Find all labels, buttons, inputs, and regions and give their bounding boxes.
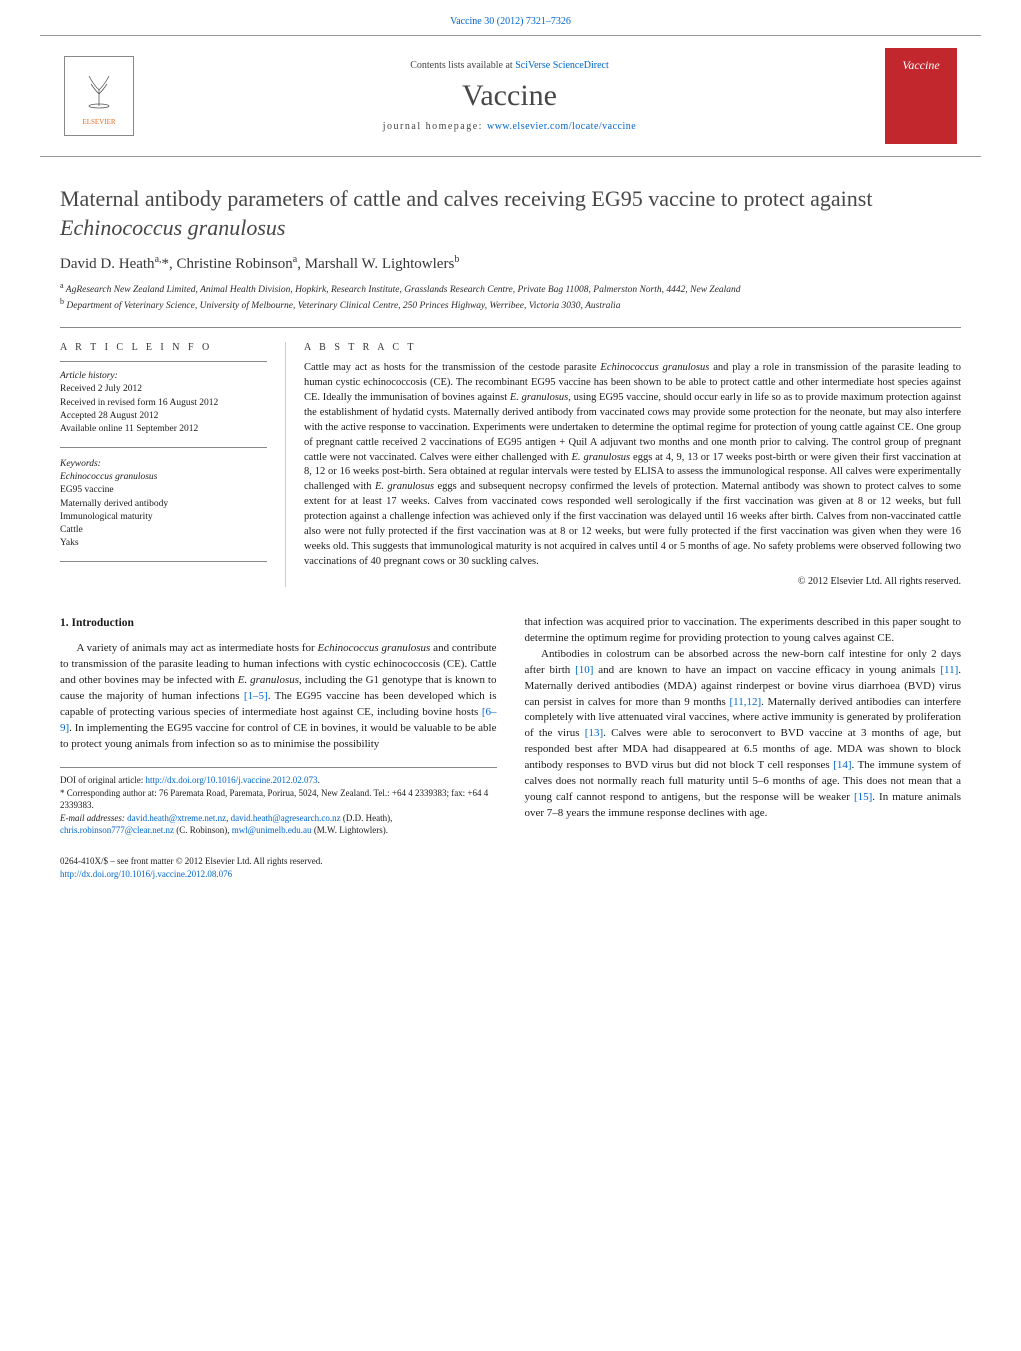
doi-original-link[interactable]: http://dx.doi.org/10.1016/j.vaccine.2012…: [145, 775, 317, 785]
keywords-label: Keywords:: [60, 458, 267, 471]
history-item: Received 2 July 2012: [60, 383, 267, 396]
masthead: ELSEVIER Contents lists available at Sci…: [40, 35, 981, 157]
issn-line: 0264-410X/$ – see front matter © 2012 El…: [60, 855, 961, 868]
footnotes-block: DOI of original article: http://dx.doi.o…: [60, 767, 497, 837]
article-info-column: A R T I C L E I N F O Article history: R…: [60, 342, 285, 587]
body-column-left: 1. Introduction A variety of animals may…: [60, 615, 497, 837]
contents-prefix: Contents lists available at: [410, 60, 515, 71]
journal-name: Vaccine: [134, 79, 885, 113]
paragraph: A variety of animals may act as intermed…: [60, 641, 497, 753]
footnote-emails: E-mail addresses: david.heath@xtreme.net…: [60, 812, 497, 837]
section-heading-intro: 1. Introduction: [60, 615, 497, 632]
email-link[interactable]: chris.robinson777@clear.net.nz: [60, 825, 174, 835]
email-link[interactable]: david.heath@agresearch.co.nz: [231, 813, 341, 823]
authors-line: David D. Heatha,*, Christine Robinsona, …: [60, 254, 961, 273]
homepage-prefix: journal homepage:: [383, 121, 487, 132]
history-item: Available online 11 September 2012: [60, 423, 267, 436]
email-link[interactable]: mwl@unimelb.edu.au: [232, 825, 312, 835]
abstract-column: A B S T R A C T Cattle may act as hosts …: [285, 342, 961, 587]
history-item: Received in revised form 16 August 2012: [60, 397, 267, 410]
citation-text: Vaccine 30 (2012) 7321–7326: [450, 16, 571, 27]
cover-label: Vaccine: [902, 58, 939, 73]
article-info-heading: A R T I C L E I N F O: [60, 342, 267, 353]
keywords-block: Keywords: Echinococcus granulosus EG95 v…: [60, 458, 267, 562]
abstract-heading: A B S T R A C T: [304, 342, 961, 353]
doi-link[interactable]: http://dx.doi.org/10.1016/j.vaccine.2012…: [60, 869, 232, 879]
keyword: Echinococcus granulosus: [60, 471, 267, 484]
journal-homepage-line: journal homepage: www.elsevier.com/locat…: [134, 121, 885, 132]
keyword: Yaks: [60, 537, 267, 550]
affiliation-a: a AgResearch New Zealand Limited, Animal…: [60, 281, 961, 297]
footnote-doi: DOI of original article: http://dx.doi.o…: [60, 774, 497, 787]
affiliation-b: b Department of Veterinary Science, Univ…: [60, 297, 961, 313]
email-link[interactable]: david.heath@xtreme.net.nz: [127, 813, 226, 823]
info-abstract-row: A R T I C L E I N F O Article history: R…: [60, 327, 961, 587]
history-label: Article history:: [60, 370, 267, 383]
keyword: Cattle: [60, 524, 267, 537]
keyword: Immunological maturity: [60, 511, 267, 524]
history-item: Accepted 28 August 2012: [60, 410, 267, 423]
journal-homepage-link[interactable]: www.elsevier.com/locate/vaccine: [487, 121, 636, 132]
keyword: Maternally derived antibody: [60, 498, 267, 511]
elsevier-tree-icon: [79, 66, 119, 118]
emails-label: E-mail addresses:: [60, 813, 127, 823]
affiliations: a AgResearch New Zealand Limited, Animal…: [60, 281, 961, 313]
journal-cover-thumbnail: Vaccine: [885, 48, 957, 144]
paragraph: Antibodies in colostrum can be absorbed …: [525, 647, 962, 822]
doi-label: DOI of original article:: [60, 775, 145, 785]
sciencedirect-link[interactable]: SciVerse ScienceDirect: [515, 60, 609, 71]
elsevier-label: ELSEVIER: [82, 118, 115, 126]
article-history-block: Article history: Received 2 July 2012 Re…: [60, 362, 267, 447]
footnote-corresponding-author: * Corresponding author at: 76 Paremata R…: [60, 787, 497, 812]
page-footer: 0264-410X/$ – see front matter © 2012 El…: [60, 855, 961, 880]
article-title: Maternal antibody parameters of cattle a…: [60, 185, 961, 242]
body-columns: 1. Introduction A variety of animals may…: [60, 615, 961, 837]
paragraph: that infection was acquired prior to vac…: [525, 615, 962, 647]
masthead-center: Contents lists available at SciVerse Sci…: [134, 60, 885, 132]
contents-list-line: Contents lists available at SciVerse Sci…: [134, 60, 885, 71]
body-column-right: that infection was acquired prior to vac…: [525, 615, 962, 837]
abstract-text: Cattle may act as hosts for the transmis…: [304, 361, 961, 570]
abstract-copyright: © 2012 Elsevier Ltd. All rights reserved…: [304, 576, 961, 587]
elsevier-logo: ELSEVIER: [64, 56, 134, 136]
keyword: EG95 vaccine: [60, 484, 267, 497]
running-header: Vaccine 30 (2012) 7321–7326: [0, 0, 1021, 35]
